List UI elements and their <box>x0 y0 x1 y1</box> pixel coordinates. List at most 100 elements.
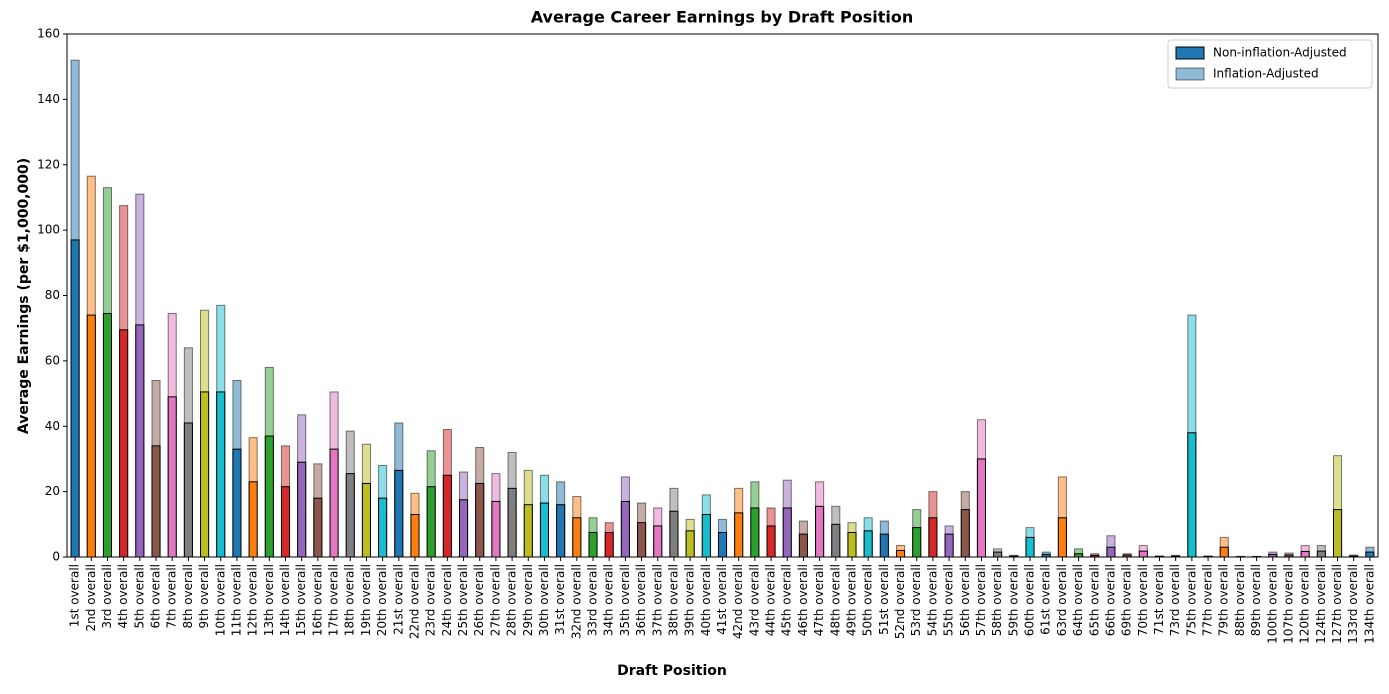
bar <box>573 518 581 557</box>
x-tick-label: 133rd overall <box>1346 564 1360 644</box>
x-tick-label: 16th overall <box>310 564 324 636</box>
bar <box>718 532 726 557</box>
x-tick-label: 9th overall <box>197 564 211 629</box>
bar <box>1107 547 1115 557</box>
x-tick-label: 44th overall <box>764 564 778 636</box>
legend-label: Inflation-Adjusted <box>1213 67 1319 81</box>
x-tick-label: 47th overall <box>812 564 826 636</box>
x-tick-label: 88th overall <box>1233 564 1247 636</box>
bar <box>945 534 953 557</box>
bar <box>994 552 1002 557</box>
y-axis-label: Average Earnings (per $1,000,000) <box>16 158 32 434</box>
x-tick-label: 6th overall <box>149 564 163 629</box>
x-tick-label: 127th overall <box>1330 564 1344 644</box>
bar <box>1139 551 1147 557</box>
x-tick-label: 31st overall <box>553 564 567 635</box>
bar <box>298 462 306 557</box>
bar <box>476 483 484 557</box>
bar <box>201 392 209 557</box>
bar <box>816 506 824 557</box>
bar <box>136 325 144 557</box>
bar <box>411 515 419 557</box>
bar <box>977 459 985 557</box>
x-tick-label: 42nd overall <box>731 564 745 639</box>
x-tick-label: 22nd overall <box>407 564 421 639</box>
bar <box>735 513 743 557</box>
bar <box>702 515 710 557</box>
bar <box>1366 552 1374 557</box>
x-tick-label: 70th overall <box>1136 564 1150 636</box>
x-tick-label: 41st overall <box>715 564 729 635</box>
bar <box>87 315 95 557</box>
bar <box>508 488 516 557</box>
x-tick-label: 29th overall <box>521 564 535 636</box>
x-tick-label: 48th overall <box>828 564 842 636</box>
bar <box>929 518 937 557</box>
x-tick-label: 77th overall <box>1201 564 1215 636</box>
x-tick-label: 45th overall <box>780 564 794 636</box>
y-tick-label: 20 <box>45 484 60 498</box>
x-tick-label: 59th overall <box>1006 564 1020 636</box>
bar <box>961 510 969 557</box>
bar <box>654 526 662 557</box>
x-tick-label: 63rd overall <box>1055 564 1069 636</box>
x-tick-label: 2nd overall <box>84 564 98 631</box>
x-tick-label: 20th overall <box>375 564 389 636</box>
bar <box>265 436 273 557</box>
bar <box>1058 518 1066 557</box>
x-tick-label: 89th overall <box>1249 564 1263 636</box>
x-tick-label: 5th overall <box>132 564 146 629</box>
y-tick-label: 100 <box>37 223 60 237</box>
bar <box>1026 537 1034 557</box>
x-axis-label: Draft Position <box>617 663 727 679</box>
bar <box>120 330 128 557</box>
bar <box>395 470 403 557</box>
bar <box>524 505 532 557</box>
legend-label: Non-inflation-Adjusted <box>1213 46 1347 60</box>
x-tick-label: 79th overall <box>1217 564 1231 636</box>
x-tick-label: 33rd overall <box>586 564 600 636</box>
x-tick-label: 28th overall <box>505 564 519 636</box>
bar <box>152 446 160 557</box>
bar <box>832 524 840 557</box>
bar <box>605 532 613 557</box>
bar <box>589 532 597 557</box>
x-tick-label: 73rd overall <box>1168 564 1182 636</box>
x-tick-label: 65th overall <box>1087 564 1101 636</box>
x-tick-label: 25th overall <box>456 564 470 636</box>
x-tick-label: 60th overall <box>1023 564 1037 636</box>
x-tick-label: 15th overall <box>294 564 308 636</box>
x-tick-label: 23rd overall <box>424 564 438 636</box>
x-tick-label: 38th overall <box>666 564 680 636</box>
x-tick-label: 43rd overall <box>747 564 761 636</box>
x-tick-label: 49th overall <box>844 564 858 636</box>
x-tick-label: 32nd overall <box>569 564 583 639</box>
x-tick-label: 56th overall <box>958 564 972 636</box>
x-tick-label: 26th overall <box>472 564 486 636</box>
bar <box>848 532 856 557</box>
x-tick-label: 61st overall <box>1039 564 1053 635</box>
x-tick-label: 10th overall <box>213 564 227 636</box>
x-tick-label: 57th overall <box>974 564 988 636</box>
bar <box>670 511 678 557</box>
x-tick-label: 35th overall <box>618 564 632 636</box>
bar <box>767 526 775 557</box>
y-tick-label: 120 <box>37 157 60 171</box>
x-tick-label: 8th overall <box>181 564 195 629</box>
bar <box>443 475 451 557</box>
x-tick-label: 18th overall <box>343 564 357 636</box>
bar <box>621 501 629 557</box>
bar <box>184 423 192 557</box>
bar <box>233 449 241 557</box>
bar <box>913 528 921 557</box>
x-tick-label: 24th overall <box>440 564 454 636</box>
bar <box>281 487 289 557</box>
y-tick-label: 60 <box>45 353 60 367</box>
x-tick-label: 107th overall <box>1281 564 1295 644</box>
x-tick-label: 7th overall <box>165 564 179 629</box>
x-tick-label: 100th overall <box>1265 564 1279 644</box>
bar <box>1317 551 1325 557</box>
bar <box>896 550 904 557</box>
y-tick-label: 160 <box>37 27 60 41</box>
x-tick-label: 52nd overall <box>893 564 907 639</box>
